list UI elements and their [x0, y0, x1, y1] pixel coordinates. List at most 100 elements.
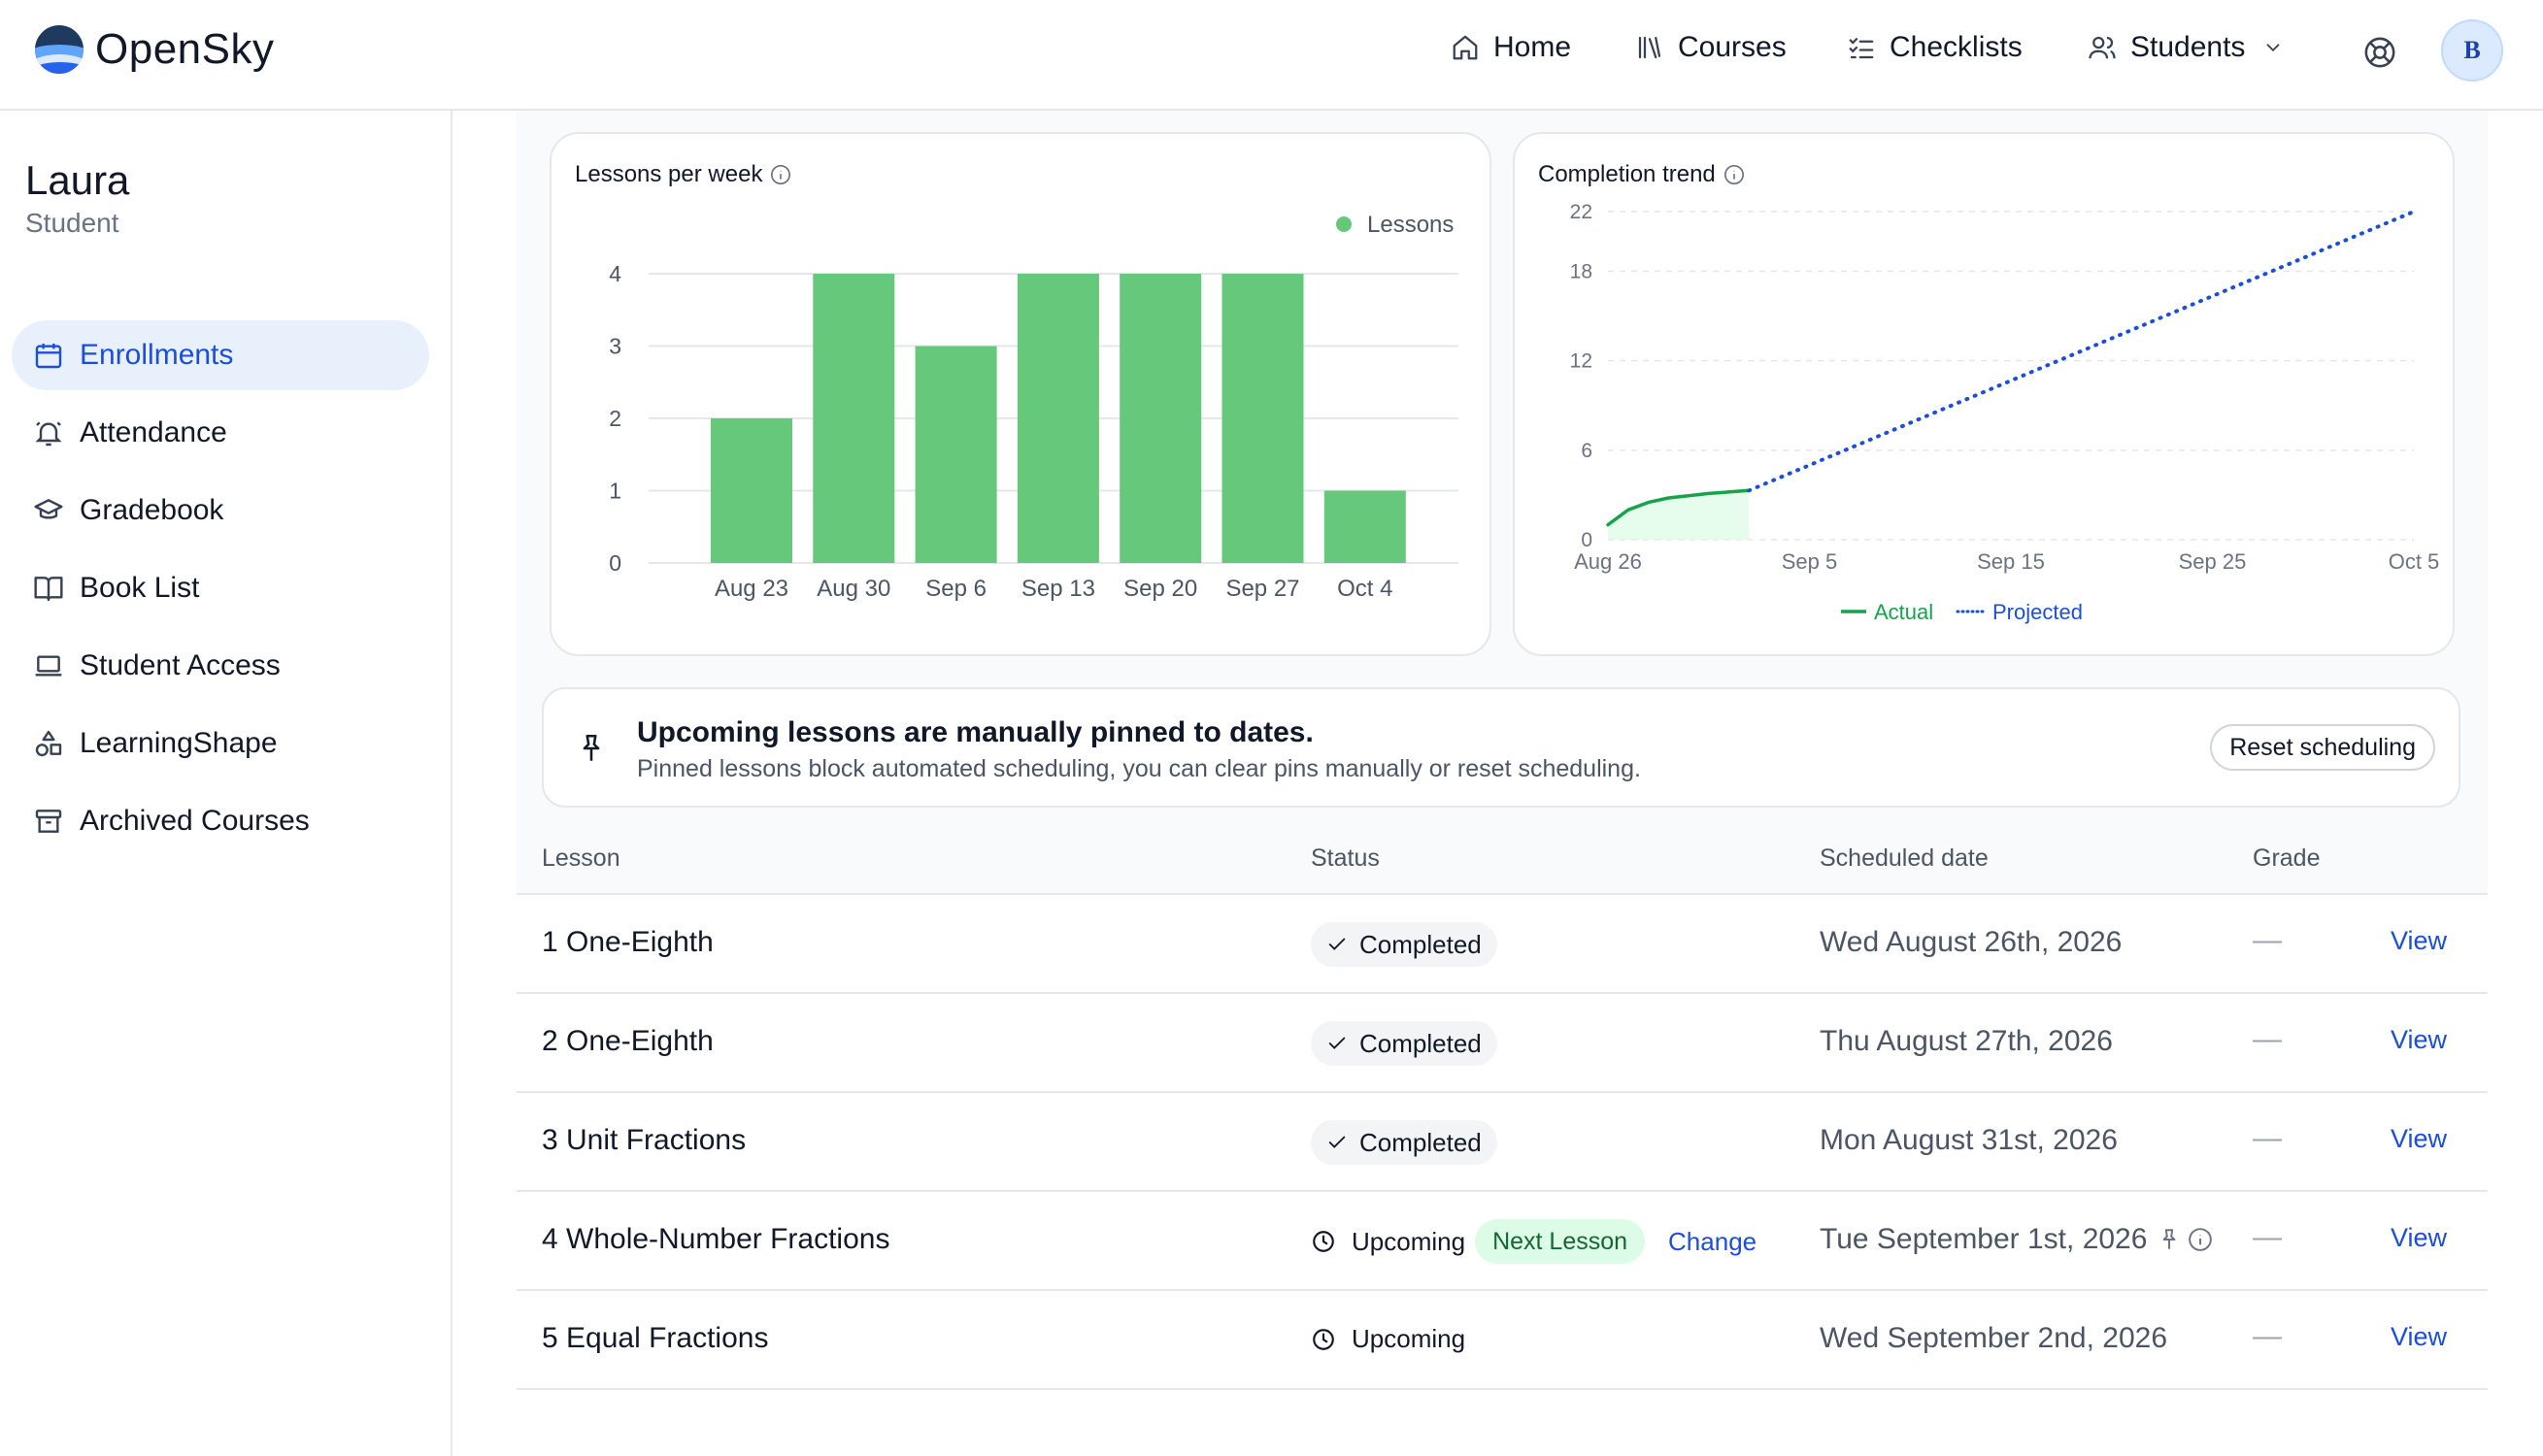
x-tick-label: Sep 6 — [925, 576, 987, 602]
nav-students-dropdown[interactable]: Students — [2088, 31, 2284, 64]
sidebar-item-archived-courses[interactable]: Archived Courses — [12, 786, 429, 856]
bar — [1017, 274, 1099, 563]
scheduled-date-text: Mon August 31st, 2026 — [1820, 1124, 2118, 1156]
grade-value: — — [2253, 924, 2282, 956]
sidebar-item-learningshape[interactable]: LearningShape — [12, 709, 429, 778]
view-link[interactable]: View — [2391, 926, 2448, 955]
brand[interactable]: OpenSky — [35, 25, 274, 74]
sidebar-item-label: Student Access — [80, 649, 281, 681]
status-text: Completed — [1359, 929, 1482, 959]
sidebar-item-attendance[interactable]: Attendance — [12, 398, 429, 468]
sidebar-item-book-list[interactable]: Book List — [12, 553, 429, 623]
x-tick-label: Sep 20 — [1123, 576, 1197, 602]
users-icon — [2089, 36, 2116, 59]
info-icon[interactable] — [770, 164, 791, 185]
scheduled-date: Thu August 27th, 2026 — [1820, 1025, 2113, 1058]
banner-title: Upcoming lessons are manually pinned to … — [637, 716, 1314, 748]
view-link[interactable]: View — [2391, 1322, 2448, 1351]
banner-subtitle: Pinned lessons block automated schedulin… — [637, 755, 1641, 782]
table-row: 3 Unit Fractions Completed Mon August 31… — [517, 1093, 2488, 1192]
x-tick-label: Aug 26 — [1574, 549, 1642, 574]
status-badge: Completed — [1311, 922, 1497, 967]
lessons-chart-title: Lessons per week — [575, 161, 791, 188]
nav-checklists-label: Checklists — [1890, 31, 2023, 63]
table-header: Lesson Status Scheduled date Grade — [517, 817, 2488, 895]
sidebar-item-label: Attendance — [80, 416, 227, 448]
nav-courses[interactable]: Courses — [1635, 31, 1787, 64]
header-lesson: Lesson — [542, 844, 620, 872]
nav-students-label: Students — [2130, 31, 2246, 63]
next-lesson-badge: Next Lesson — [1475, 1219, 1646, 1264]
help-lifebuoy-icon[interactable] — [2363, 36, 2396, 69]
scheduled-date-text: Tue September 1st, 2026 — [1820, 1223, 2148, 1255]
y-tick-label: 2 — [609, 406, 621, 431]
table-row: 2 One-Eighth Completed Thu August 27th, … — [517, 994, 2488, 1093]
user-avatar[interactable]: B — [2441, 19, 2503, 82]
view-link[interactable]: View — [2391, 1223, 2448, 1252]
y-tick-label: 12 — [1570, 350, 1592, 373]
projected-line — [1747, 210, 2416, 493]
y-tick-label: 4 — [609, 261, 621, 286]
legend-label-projected: Projected — [1992, 600, 2083, 624]
pin-icon[interactable] — [2157, 1227, 2182, 1252]
x-tick-label: Sep 15 — [1977, 549, 2045, 574]
status-cell: Upcoming — [1311, 1324, 1465, 1354]
legend-label-actual: Actual — [1874, 600, 1933, 624]
table-row: 5 Equal Fractions Upcoming Wed September… — [517, 1291, 2488, 1390]
pin-icon — [583, 734, 600, 761]
sidebar-item-label: Archived Courses — [80, 805, 310, 837]
info-icon[interactable] — [1723, 164, 1745, 185]
grade-value: — — [2253, 1023, 2282, 1055]
header-scheduled-date: Scheduled date — [1820, 844, 1989, 872]
sidebar-item-enrollments[interactable]: Enrollments — [12, 320, 429, 390]
table-row — [517, 1390, 2488, 1429]
scheduled-date: Wed August 26th, 2026 — [1820, 926, 2122, 959]
sidebar-item-label: Gradebook — [80, 494, 224, 526]
bell-icon — [35, 421, 62, 447]
header-grade: Grade — [2253, 844, 2321, 872]
bar — [813, 274, 895, 563]
grade-value: — — [2253, 1320, 2282, 1352]
change-link[interactable]: Change — [1668, 1226, 1757, 1256]
header-status: Status — [1311, 844, 1380, 872]
nav-checklists[interactable]: Checklists — [1847, 31, 2023, 64]
x-tick-label: Sep 25 — [2179, 549, 2247, 574]
completion-line-chart: 0 6 12 18 22 Aug 26 Sep 5 Sep 15 Sep 25 Oct 5 Actu… — [1570, 201, 2440, 624]
info-icon[interactable] — [2188, 1227, 2213, 1252]
sidebar-item-student-access[interactable]: Student Access — [12, 631, 429, 701]
lesson-title: 2 One-Eighth — [542, 1025, 714, 1057]
y-tick-label: 6 — [1581, 440, 1592, 462]
sidebar-item-gradebook[interactable]: Gradebook — [12, 476, 429, 546]
x-tick-label: Aug 30 — [817, 576, 890, 602]
scheduled-date-text: Wed August 26th, 2026 — [1820, 926, 2123, 958]
sidebar-item-label: LearningShape — [80, 727, 278, 759]
view-link[interactable]: View — [2391, 1124, 2448, 1153]
scheduled-date: Tue September 1st, 2026 — [1820, 1223, 2213, 1256]
bar — [1120, 274, 1202, 563]
view-link[interactable]: View — [2391, 1025, 2448, 1054]
y-tick-label: 3 — [609, 334, 621, 359]
grade-value: — — [2253, 1221, 2282, 1253]
archive-icon — [35, 810, 62, 833]
legend-label: Lessons — [1367, 212, 1454, 238]
x-tick-label: Sep 13 — [1021, 576, 1095, 602]
bar — [915, 346, 997, 563]
grade-value: — — [2253, 1122, 2282, 1154]
calendar-icon — [35, 344, 62, 369]
lessons-per-week-card: Lessons per week 0 1 2 3 4 Aug 23 Aug 30 Sep 6 S… — [550, 132, 1491, 656]
lesson-title: 3 Unit Fractions — [542, 1124, 747, 1156]
nav-home-label: Home — [1493, 31, 1572, 63]
home-icon — [1453, 35, 1478, 60]
table-row: 4 Whole-Number Fractions Upcoming Next L… — [517, 1192, 2488, 1291]
nav-home[interactable]: Home — [1451, 31, 1571, 64]
status-text: Completed — [1359, 1127, 1482, 1157]
status-text: Upcoming — [1352, 1226, 1466, 1256]
student-role: Student — [25, 208, 119, 238]
lesson-title: 4 Whole-Number Fractions — [542, 1223, 890, 1255]
sidebar-item-label: Enrollments — [80, 339, 234, 371]
library-icon — [1638, 36, 1661, 59]
status-badge: Completed — [1311, 1120, 1497, 1165]
lesson-title: 5 Equal Fractions — [542, 1322, 769, 1354]
reset-scheduling-button[interactable]: Reset scheduling — [2210, 724, 2435, 771]
